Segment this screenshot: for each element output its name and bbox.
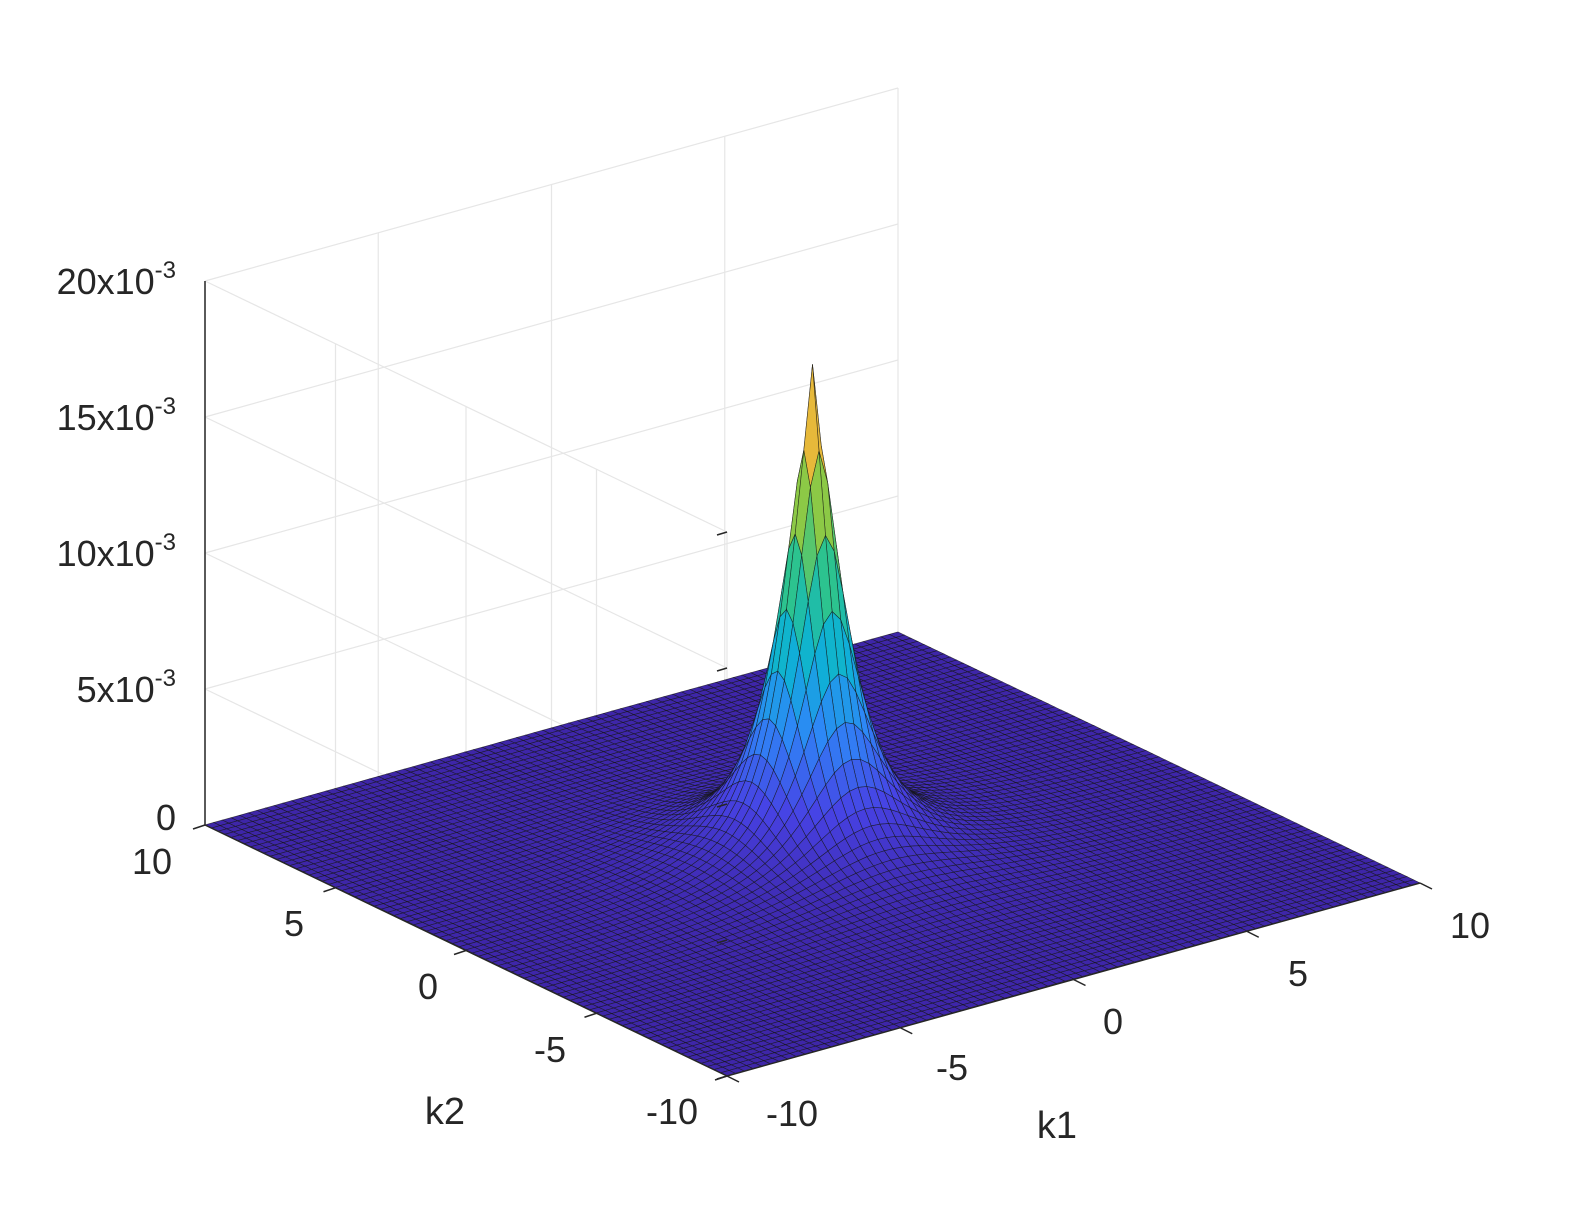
surface-mesh <box>204 364 1421 1077</box>
